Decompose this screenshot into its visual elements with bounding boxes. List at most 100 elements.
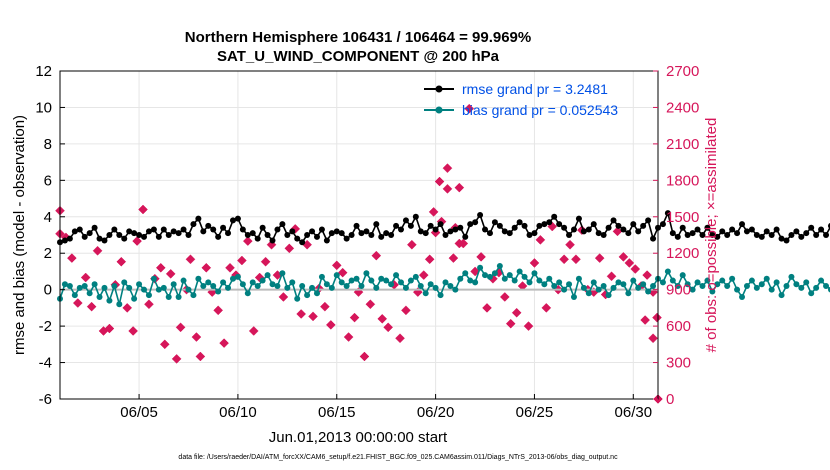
bias-point <box>190 292 197 299</box>
left-tick-label: 4 <box>44 209 52 226</box>
rmse-point <box>561 224 568 231</box>
bias-point <box>328 284 335 291</box>
bias-point <box>783 283 790 290</box>
rmse-point <box>215 233 222 240</box>
obs-marker <box>434 176 445 187</box>
rmse-point <box>220 224 227 231</box>
obs-points-layer <box>55 103 663 404</box>
bias-point <box>605 292 612 299</box>
obs-marker <box>171 354 182 364</box>
bias-point <box>521 273 528 280</box>
rmse-point <box>234 215 241 222</box>
rmse-series-layer <box>57 210 830 246</box>
bias-point <box>363 270 370 277</box>
obs-marker <box>201 262 212 273</box>
bias-point <box>679 272 686 279</box>
obs-marker <box>343 332 354 342</box>
rmse-point <box>294 235 301 242</box>
rmse-point <box>659 221 666 228</box>
bias-point <box>284 284 291 291</box>
bias-point <box>76 284 83 291</box>
bias-point <box>526 279 533 286</box>
rmse-point <box>630 221 637 228</box>
bias-point <box>457 275 464 282</box>
obs-marker <box>165 269 176 279</box>
rmse-point <box>783 237 790 244</box>
bias-point <box>664 268 671 275</box>
left-tick-label: 8 <box>44 136 52 153</box>
bias-point <box>294 295 301 302</box>
rmse-point <box>150 226 157 233</box>
rmse-point <box>289 228 296 235</box>
bias-point <box>452 286 459 293</box>
rmse-point <box>313 233 320 240</box>
obs-marker <box>499 292 510 302</box>
bias-point <box>145 292 152 299</box>
obs-marker <box>248 326 259 336</box>
obs-marker <box>359 351 370 362</box>
bias-point <box>333 272 340 279</box>
obs-marker <box>331 260 342 271</box>
bias-point <box>96 293 103 300</box>
obs-marker <box>175 322 186 333</box>
rmse-point <box>323 237 330 244</box>
rmse-point <box>600 232 607 238</box>
rmse-point <box>402 217 409 224</box>
obs-marker <box>296 309 307 319</box>
rmse-point <box>66 235 73 242</box>
right-tick-label: 1800 <box>666 172 699 189</box>
bias-point <box>580 284 587 291</box>
bias-point <box>309 284 316 291</box>
bias-point <box>417 283 424 290</box>
bias-point <box>566 281 573 288</box>
obs-marker <box>565 239 575 250</box>
left-tick-label: 0 <box>44 282 52 299</box>
footer-data-file: data file: /Users/raeder/DAI/ATM_forcXX/… <box>178 454 618 461</box>
obs-marker <box>640 315 651 325</box>
rmse-point <box>595 230 602 237</box>
obs-marker <box>237 255 247 266</box>
rmse-point <box>462 233 469 240</box>
bias-point <box>729 275 736 282</box>
bias-point <box>813 284 820 291</box>
rmse-point <box>432 226 439 233</box>
obs-marker <box>505 318 516 329</box>
obs-marker <box>325 320 336 330</box>
obs-marker <box>476 252 486 262</box>
obs-marker <box>191 332 202 342</box>
rmse-point <box>239 226 246 233</box>
bias-point <box>640 281 647 288</box>
rmse-point <box>531 230 538 237</box>
bias-point <box>768 286 775 293</box>
obs-marker <box>428 207 439 217</box>
rmse-point <box>472 219 479 226</box>
rmse-point <box>808 224 815 231</box>
rmse-point <box>674 233 681 240</box>
bias-point <box>823 283 830 290</box>
bias-point <box>739 293 746 300</box>
left-tick-label: 12 <box>35 63 52 80</box>
rmse-point <box>407 222 414 229</box>
bias-point <box>556 279 563 286</box>
right-tick-label: 1200 <box>666 245 699 262</box>
rmse-point <box>368 232 375 238</box>
obs-marker <box>624 258 635 268</box>
obs-marker <box>511 307 522 318</box>
rmse-point <box>768 232 775 238</box>
obs-marker <box>541 303 552 313</box>
rmse-point <box>704 224 711 231</box>
bias-point <box>714 281 721 288</box>
bias-point <box>808 290 815 297</box>
left-tick-label: 2 <box>44 245 52 262</box>
rmse-point <box>210 226 217 233</box>
rmse-point <box>180 226 187 233</box>
bias-point <box>694 279 701 286</box>
rmse-point <box>318 226 325 233</box>
rmse-point <box>669 230 676 237</box>
rmse-point <box>511 224 518 231</box>
right-tick-label: 0 <box>666 391 674 408</box>
rmse-point <box>496 222 503 229</box>
rmse-point <box>427 222 434 229</box>
obs-marker <box>284 243 295 254</box>
rmse-point <box>348 232 355 238</box>
